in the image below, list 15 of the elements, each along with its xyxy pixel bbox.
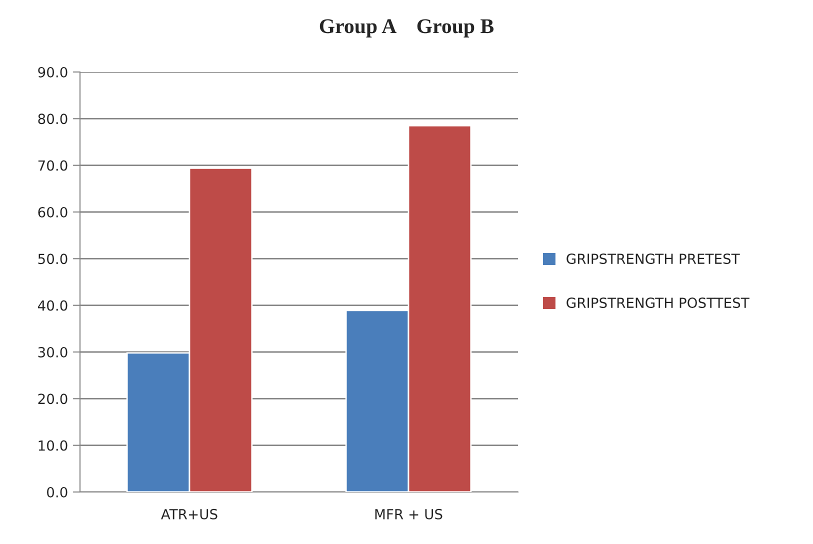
y-tick-label: 90.0	[38, 66, 68, 78]
x-tick-label: ATR+US	[161, 508, 218, 520]
y-tick-label: 0.0	[47, 486, 68, 498]
legend-label: GRIPSTRENGTH POSTTEST	[566, 298, 750, 308]
y-tick-label: 40.0	[38, 300, 68, 311]
y-tick-label: 30.0	[38, 346, 68, 358]
y-tick-label: 20.0	[38, 394, 68, 404]
chart-title: Group A Group B	[320, 19, 494, 38]
y-tick-label: 60.0	[38, 206, 68, 218]
y-tick-label: 80.0	[38, 114, 68, 124]
legend-label: GRIPSTRENGTH PRETEST	[566, 254, 740, 264]
y-tick-label: 10.0	[38, 440, 68, 451]
x-tick-label: MFR + US	[375, 508, 442, 520]
y-tick-label: 50.0	[38, 254, 68, 264]
y-tick-label: 70.0	[38, 160, 68, 171]
